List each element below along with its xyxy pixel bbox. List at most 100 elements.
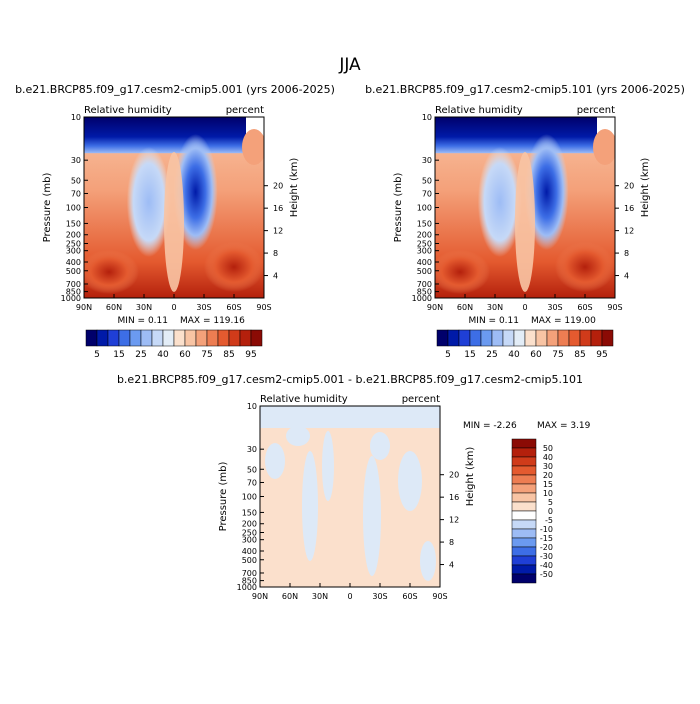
colorbar-swatch	[239, 329, 252, 347]
colorbar-label: 50	[543, 444, 553, 453]
field-itcz	[164, 152, 184, 292]
axes-1: 90N 60N 30N 0 30S 60S 90S 10 30 50 70 100 150 2002503…	[15, 83, 335, 312]
min-label: MIN = 0.11	[118, 316, 168, 326]
plot-area-2	[435, 117, 615, 298]
colorbar-2: 5 15 25 40 60 75 85 95	[436, 329, 614, 360]
height-tick-label: 8	[624, 249, 629, 258]
x-tick-label: 90N	[76, 303, 92, 312]
colorbar-label: -10	[540, 525, 553, 534]
y-axis-title: Pressure (mb)	[393, 173, 404, 243]
colorbar-label: 5	[548, 498, 553, 507]
colorbar-label: 95	[596, 350, 607, 360]
diff-negative-region	[398, 451, 422, 511]
colorbar-label: 15	[464, 350, 475, 360]
height-tick-label: 20	[624, 182, 634, 191]
y-tick-label: 100	[242, 493, 257, 502]
colorbar-swatch	[579, 329, 592, 347]
colorbar-swatch	[173, 329, 186, 347]
field-moist-south	[555, 242, 615, 292]
x-tick-label: 90S	[432, 592, 447, 601]
colorbar-swatch	[96, 329, 109, 347]
colorbar-swatch	[511, 474, 537, 485]
x-tick-label: 60S	[577, 303, 592, 312]
diff-negative-region	[420, 541, 436, 581]
x-tick-label: 30S	[196, 303, 211, 312]
colorbar-label: 0	[548, 507, 553, 516]
season-title: JJA	[338, 55, 361, 75]
field-itcz	[515, 152, 535, 292]
units-label: percent	[226, 105, 264, 116]
field-moist-north	[435, 250, 490, 294]
axes-3: 90N 60N 30N 0 30S 60S 90S103050701001502002503…	[117, 373, 583, 601]
colorbar-swatch	[546, 329, 559, 347]
colorbar-label: -20	[540, 543, 553, 552]
colorbar-1: 5 15 25 40 60 75 85 95	[85, 329, 263, 360]
colorbar-swatch	[511, 519, 537, 530]
y-tick-label: 850	[66, 288, 81, 297]
field-upper-dry	[435, 117, 615, 154]
y-tick-label: 700	[242, 569, 257, 578]
panel-title: b.e21.BRCP85.f09_g17.cesm2-cmip5.001 (yr…	[15, 83, 335, 96]
y-tick-label: 700	[66, 280, 81, 289]
x-tick-label: 60S	[226, 303, 241, 312]
height-tick-label: 16	[449, 493, 459, 502]
diff-negative-region	[322, 431, 334, 501]
panels-group: 90N 60N 30N 0 30S 60S 90S103050701001502002503…	[15, 83, 685, 601]
colorbar-label: -5	[545, 516, 553, 525]
panel-title: b.e21.BRCP85.f09_g17.cesm2-cmip5.101 (yr…	[365, 83, 685, 96]
x-tick-label: 30N	[312, 592, 328, 601]
min-label: MIN = 0.11	[469, 316, 519, 326]
y-tick-label: 200	[66, 231, 81, 240]
x-tick-label: 60N	[282, 592, 298, 601]
colorbar-swatch	[184, 329, 197, 347]
colorbar-swatch	[118, 329, 131, 347]
y-axis-title: Pressure (mb)	[42, 173, 53, 243]
y-tick-label: 100	[417, 204, 432, 213]
y-tick-label: 300	[242, 536, 257, 545]
height-tick-label: 12	[449, 516, 459, 525]
field-moist-north	[84, 250, 139, 294]
colorbar-swatch	[195, 329, 208, 347]
colorbar-label: 85	[574, 350, 585, 360]
y-tick-label: 500	[66, 267, 81, 276]
colorbar-label: 75	[552, 350, 563, 360]
colorbar-swatch	[511, 465, 537, 476]
y-tick-label: 250	[417, 240, 432, 249]
y-tick-label: 30	[71, 156, 81, 165]
y2-axis-title: Height (km)	[640, 158, 651, 218]
variable-label: Relative humidity	[84, 105, 172, 116]
field-upper-dry	[84, 117, 264, 154]
height-tick-label: 20	[273, 182, 283, 191]
plot-area-1	[84, 117, 264, 298]
y-tick-label: 10	[71, 113, 81, 122]
x-tick-label: 60S	[402, 592, 417, 601]
colorbar-swatch	[436, 329, 449, 347]
colorbar-swatch	[228, 329, 241, 347]
colorbar-label: 40	[508, 350, 520, 360]
colorbar-swatch	[140, 329, 153, 347]
colorbar-swatch	[511, 492, 537, 503]
colorbar-label: 5	[445, 350, 451, 360]
colorbar-swatch	[601, 329, 614, 347]
colorbar-swatch	[162, 329, 175, 347]
x-tick-label: 30S	[547, 303, 562, 312]
colorbar-swatch	[502, 329, 515, 347]
y-tick-label: 70	[71, 189, 81, 198]
y-tick-label: 400	[66, 258, 81, 267]
colorbar-label: 15	[113, 350, 124, 360]
y-tick-label: 1000	[412, 294, 432, 303]
x-tick-label: 30N	[487, 303, 503, 312]
colorbar-label: 20	[543, 471, 553, 480]
colorbar-swatch	[469, 329, 482, 347]
y-tick-label: 50	[422, 176, 432, 185]
y-tick-label: 100	[66, 204, 81, 213]
field-moist-south	[204, 242, 264, 292]
field-dry-north	[126, 147, 171, 257]
units-label: percent	[402, 394, 440, 405]
colorbar-swatch	[568, 329, 581, 347]
y-tick-label: 70	[247, 478, 257, 487]
y-tick-label: 250	[242, 529, 257, 538]
colorbar-swatch	[480, 329, 493, 347]
colorbar-swatch	[511, 501, 537, 512]
